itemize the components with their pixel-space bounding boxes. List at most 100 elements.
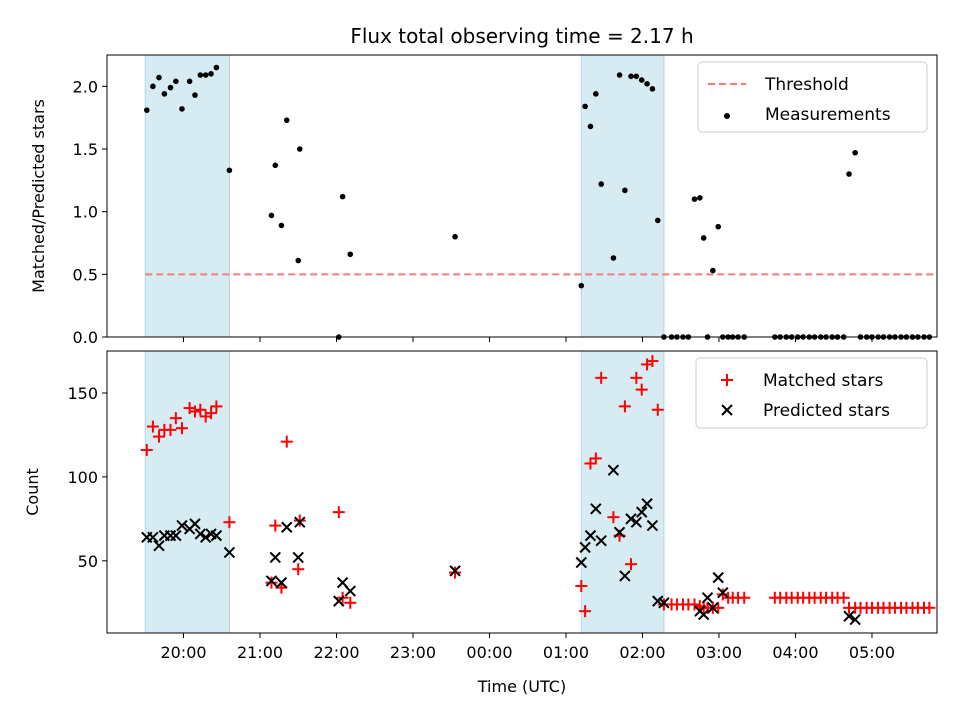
x-tick-label: 05:00 — [849, 643, 895, 662]
predicted-star-point — [625, 513, 637, 525]
bottom-x-ticks: 20:00 21:00 22:00 23:00 00:00 01:00 02:00 03:00… — [160, 633, 895, 662]
measurement-point — [339, 193, 346, 200]
matched-star-point — [607, 511, 620, 524]
matched-star-point — [625, 558, 638, 571]
top-legend: Threshold Measurements — [697, 61, 928, 133]
measurement-point — [638, 77, 645, 83]
measurement-point — [197, 72, 204, 78]
predicted-star-point — [281, 521, 293, 533]
measurement-point — [700, 235, 707, 241]
predicted-star-point — [646, 519, 659, 532]
predicted-star-point — [147, 531, 159, 544]
matched-star-point — [153, 430, 166, 443]
matched-star-point — [344, 596, 357, 609]
bottom-axes-frame — [106, 350, 938, 634]
measurement-point — [633, 73, 640, 80]
predicted-star-point — [712, 571, 724, 584]
matched-star-point — [194, 403, 207, 416]
matched-star-point — [635, 383, 648, 396]
x-tick-label: 04:00 — [772, 643, 818, 662]
measurement-point — [173, 78, 179, 85]
matched-star-point — [738, 591, 751, 604]
matched-star-point — [223, 516, 236, 529]
measurement-point — [150, 83, 156, 90]
measurement-point — [852, 149, 858, 156]
predicted-star-point — [449, 565, 461, 577]
measurement-points — [143, 64, 933, 340]
measurement-point — [167, 84, 174, 91]
x-tick-label: 22:00 — [313, 643, 359, 662]
matched-star-point — [332, 506, 345, 519]
matched-star-point — [292, 563, 305, 576]
x-axis-label: Time (UTC) — [477, 677, 566, 696]
predicted-star-point — [210, 529, 223, 542]
y-tick-label: 1.0 — [73, 203, 98, 222]
matched-star-point — [589, 452, 602, 465]
legend-threshold-label: Threshold — [764, 75, 849, 95]
legend-matched-swatch — [721, 374, 733, 386]
measurement-point — [272, 162, 279, 169]
y-tick-label: 1.5 — [73, 140, 98, 159]
predicted-star-point — [619, 570, 631, 582]
legend-matched-label: Matched stars — [763, 371, 883, 391]
measurement-point — [691, 196, 698, 202]
predicted-star-point — [697, 608, 710, 621]
matched-star-point — [449, 566, 462, 579]
matched-star-point — [175, 422, 188, 435]
legend-predicted-label: Predicted stars — [763, 401, 890, 421]
matched-star-point — [579, 605, 592, 618]
top-x-ticks — [182, 337, 873, 342]
top-axes-frame — [106, 54, 938, 338]
x-tick-label: 01:00 — [543, 643, 589, 662]
measurement-point — [710, 267, 716, 274]
measurement-point — [452, 233, 458, 240]
predicted-star-point — [223, 546, 236, 559]
matched-star-point — [575, 580, 588, 592]
x-tick-label: 21:00 — [237, 643, 283, 662]
measurement-point — [143, 107, 150, 113]
predicted-star-point — [641, 498, 653, 510]
matched-star-point — [210, 400, 223, 413]
top-shaded-spans — [144, 54, 665, 338]
observing-window-span — [580, 350, 665, 634]
matched-star-point — [618, 400, 631, 413]
matched-star-point — [688, 598, 701, 611]
top-legend-box — [697, 61, 928, 133]
measurement-point — [186, 78, 193, 85]
matched-star-point — [584, 457, 597, 470]
measurement-point — [295, 257, 302, 264]
predicted-star-point — [199, 531, 212, 544]
bottom-panel: 50 100 150 20:00 21:00 22:00 23:00 00:00 01:00 0… — [23, 350, 938, 696]
matched-star-point — [280, 435, 293, 448]
measurement-point — [644, 81, 650, 87]
matched-star-point — [164, 423, 177, 436]
matched-star-point — [630, 371, 643, 384]
measurement-point — [697, 195, 703, 201]
predicted-star-point — [265, 575, 278, 587]
matched-star-point — [205, 407, 218, 420]
bottom-legend-box — [695, 357, 928, 429]
legend-measurements-swatch — [724, 113, 730, 119]
y-tick-label: 0.5 — [73, 265, 98, 284]
top-y-ticks: 0.0 0.5 1.0 1.5 2.0 — [73, 77, 107, 347]
predicted-star-point — [170, 529, 182, 542]
measurement-point — [846, 171, 852, 177]
observing-window-span — [144, 350, 230, 634]
predicted-star-point — [613, 526, 626, 538]
predicted-star-point — [607, 464, 620, 476]
measurement-point — [161, 91, 168, 97]
measurement-point — [622, 187, 628, 194]
measurement-point — [347, 251, 354, 258]
observing-window-span — [144, 54, 230, 338]
predicted-star-point — [843, 610, 855, 622]
measurement-point — [296, 146, 303, 152]
x-tick-label: 03:00 — [696, 643, 742, 662]
predicted-star-point — [579, 541, 591, 554]
bottom-legend: Matched stars Predicted stars — [695, 357, 928, 429]
predicted-star-point — [194, 528, 207, 540]
y-tick-label: 100 — [67, 468, 98, 487]
matched-star-point — [595, 371, 608, 384]
measurement-point — [202, 72, 209, 78]
matched-star-point — [169, 412, 182, 425]
measurement-point — [649, 86, 656, 92]
